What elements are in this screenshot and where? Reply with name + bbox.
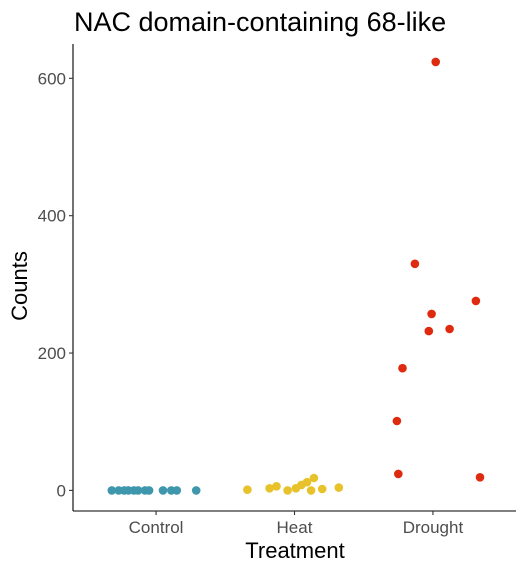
y-tick-label: 200 [38, 344, 66, 363]
data-point-control [144, 486, 154, 495]
data-point-drought [398, 363, 407, 373]
chart-title: NAC domain-containing 68-like [74, 7, 446, 37]
data-point-heat [302, 477, 312, 487]
data-point-drought [431, 57, 441, 67]
data-point-control [158, 486, 168, 495]
data-point-heat [334, 483, 344, 492]
data-point-drought [445, 324, 454, 334]
data-point-control [172, 486, 182, 495]
y-tick-label: 0 [57, 481, 66, 500]
data-point-drought [392, 416, 402, 426]
data-point-control [133, 486, 143, 495]
y-tick-label: 400 [38, 207, 66, 226]
data-point-heat [265, 484, 274, 493]
x-tick-label: Drought [403, 518, 464, 537]
data-point-drought [394, 469, 403, 479]
data-point-heat [243, 485, 252, 495]
plot-area: 0 200 400 600 Control Heat Drought [38, 44, 516, 537]
data-point-control [107, 486, 117, 495]
data-point-heat [272, 482, 281, 491]
data-point-heat [317, 484, 327, 494]
y-tick-label: 600 [38, 69, 66, 88]
data-point-drought [410, 259, 420, 269]
data-point-drought [427, 309, 436, 319]
x-tick-label: Control [129, 518, 184, 537]
data-point-heat [283, 486, 292, 495]
data-point-drought [424, 326, 434, 336]
data-point-drought [471, 296, 481, 306]
x-tick-label: Heat [277, 518, 313, 537]
data-point-drought [475, 473, 485, 482]
x-axis-title: Treatment [245, 538, 344, 563]
data-point-heat [309, 473, 319, 483]
y-axis-title: Counts [7, 251, 32, 321]
data-point-heat [306, 486, 316, 495]
data-point-control [191, 486, 201, 495]
